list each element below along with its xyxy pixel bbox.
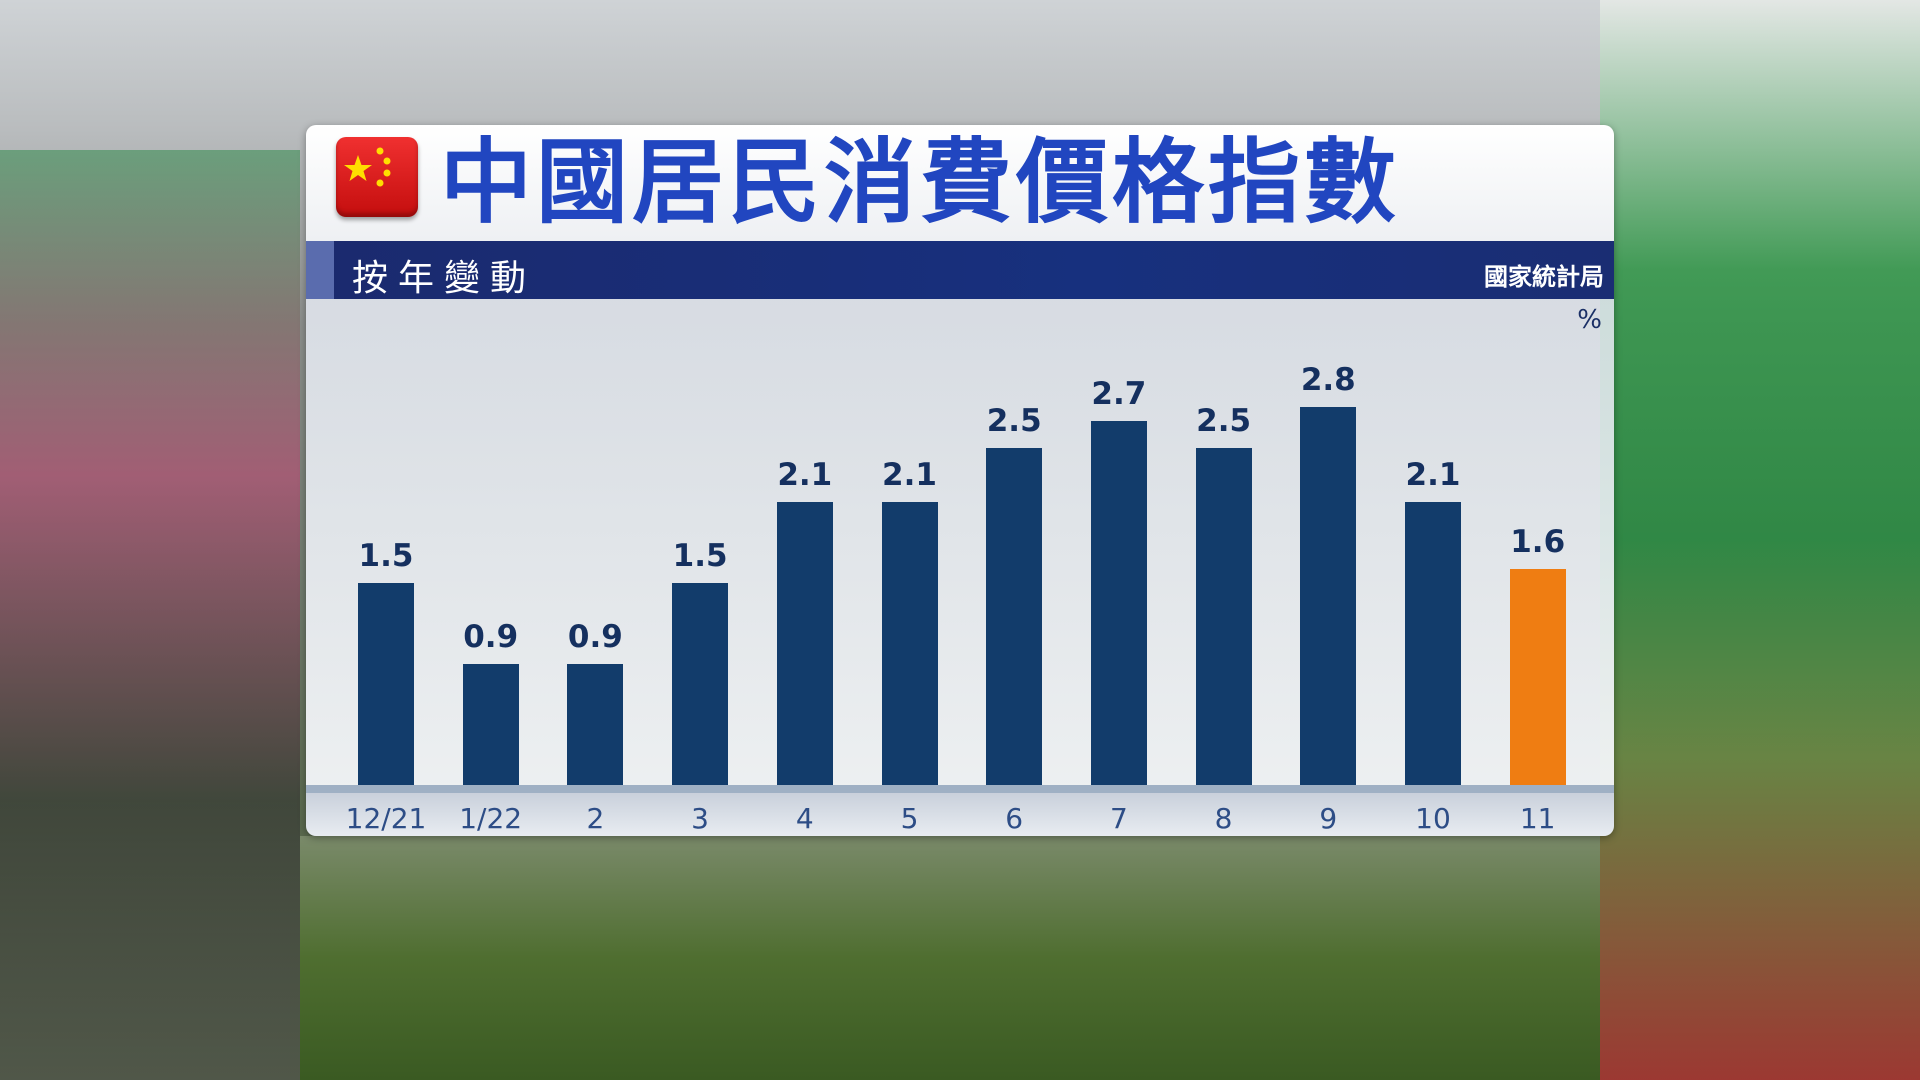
x-tick-label: 3 (691, 802, 709, 835)
x-tick-label: 1/22 (459, 802, 523, 835)
value-label: 2.5 (1196, 402, 1252, 439)
value-label: 2.5 (986, 402, 1042, 439)
china-flag-icon (336, 137, 418, 217)
value-label: 1.5 (358, 537, 414, 574)
subtitle-accent (306, 241, 334, 299)
background-vegetables (300, 836, 1600, 1080)
background-shoppers (0, 150, 300, 1080)
value-label: 2.8 (1300, 362, 1356, 398)
x-axis-band (306, 793, 1614, 836)
bar-9 (1300, 407, 1357, 785)
bar-10 (1405, 501, 1461, 785)
chart-panel: 中國居民消費價格指數 按年變動 國家統計局 % 1.5 12/21 0.9 1/22 0… (306, 125, 1614, 836)
x-tick-label: 12/21 (345, 802, 427, 835)
x-axis-line (306, 785, 1614, 793)
value-label: 2.1 (882, 456, 937, 493)
title-bar: 中國居民消費價格指數 (306, 125, 1614, 241)
x-tick-label: 4 (795, 802, 814, 835)
bar-3 (672, 582, 729, 785)
plot-area: % (306, 299, 1614, 793)
x-tick-label: 8 (1214, 802, 1233, 835)
chart-title: 中國居民消費價格指數 (440, 129, 1401, 236)
x-tick-label: 11 (1519, 802, 1556, 835)
x-tick-label: 6 (1005, 802, 1024, 835)
value-label: 2.1 (1405, 456, 1461, 493)
background-market-stall (1600, 0, 1920, 1080)
x-tick-label: 10 (1415, 802, 1451, 835)
bar-2 (567, 663, 624, 785)
value-label: 2.1 (777, 456, 833, 493)
value-label: 1.5 (672, 537, 728, 574)
value-label: 2.7 (1091, 375, 1147, 412)
bar-5 (881, 501, 938, 785)
value-label: 1.6 (1510, 524, 1566, 560)
bar-12-21 (358, 582, 414, 785)
bar-6 (986, 447, 1043, 785)
data-source: 國家統計局 (1484, 263, 1604, 291)
value-label: 0.9 (567, 618, 623, 655)
value-label: 0.9 (463, 618, 519, 655)
chart-subtitle: 按年變動 (352, 258, 537, 299)
x-tick-label: 7 (1109, 802, 1128, 835)
bar-4 (776, 501, 833, 785)
x-tick-label: 5 (900, 802, 919, 835)
bar-1-22 (462, 663, 519, 785)
bar-7 (1090, 420, 1147, 785)
y-unit-label: % (1577, 305, 1602, 335)
bar-8 (1195, 447, 1252, 785)
x-tick-label: 2 (586, 802, 605, 835)
bar-11 (1509, 569, 1566, 785)
subtitle-bar: 按年變動 國家統計局 (306, 241, 1614, 299)
x-tick-label: 9 (1319, 802, 1338, 835)
